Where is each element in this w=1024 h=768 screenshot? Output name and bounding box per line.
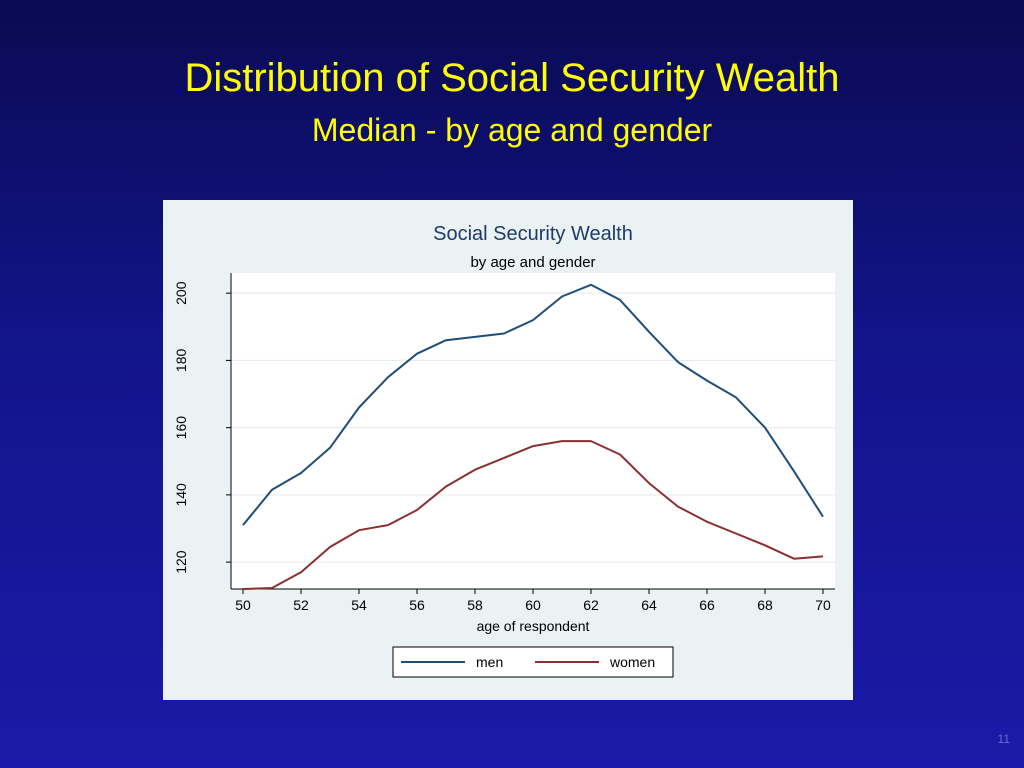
- y-tick-label: 160: [173, 416, 189, 440]
- x-tick-label: 62: [583, 597, 599, 613]
- slide-number: 11: [997, 732, 1010, 746]
- series-line-men: [242, 283, 824, 526]
- x-tick-label: 56: [409, 597, 425, 613]
- x-tick-label: 64: [641, 597, 657, 613]
- legend-women-label: women: [609, 654, 655, 670]
- chart-subtitle: by age and gender: [470, 254, 595, 271]
- y-tick-label: 140: [173, 483, 189, 507]
- x-tick-label: 70: [815, 597, 831, 613]
- series-lines: [242, 283, 824, 590]
- grid-lines: [231, 292, 835, 563]
- legend: men women: [392, 646, 674, 678]
- x-tick-label: 54: [351, 597, 367, 613]
- x-tick-label: 50: [235, 597, 251, 613]
- chart-title: Social Security Wealth: [433, 223, 633, 245]
- slide-title: Distribution of Social Security Wealth: [184, 56, 840, 100]
- x-axis-label: age of respondent: [477, 618, 590, 634]
- slide-subtitle: Median - by age and gender: [311, 112, 713, 148]
- x-tick-label: 52: [293, 597, 309, 613]
- line-chart: Social Security Wealth by age and gender…: [173, 223, 835, 678]
- x-tick-label: 66: [699, 597, 715, 613]
- plot-area: [231, 273, 835, 589]
- y-tick-label: 200: [173, 281, 189, 305]
- legend-men-label: men: [476, 654, 503, 670]
- x-tick-label: 60: [525, 597, 541, 613]
- series-line-women: [242, 440, 824, 590]
- chart-panel: Social Security Wealth by age and gender…: [163, 200, 853, 700]
- y-axis-ticks: 120 140 160 180 200: [173, 281, 231, 574]
- x-tick-label: 68: [757, 597, 773, 613]
- x-axis-ticks: 50 52 54 56 58 60 62 64 66 68 70: [235, 589, 831, 613]
- y-tick-label: 180: [173, 349, 189, 373]
- x-tick-label: 58: [467, 597, 483, 613]
- y-tick-label: 120: [173, 550, 189, 574]
